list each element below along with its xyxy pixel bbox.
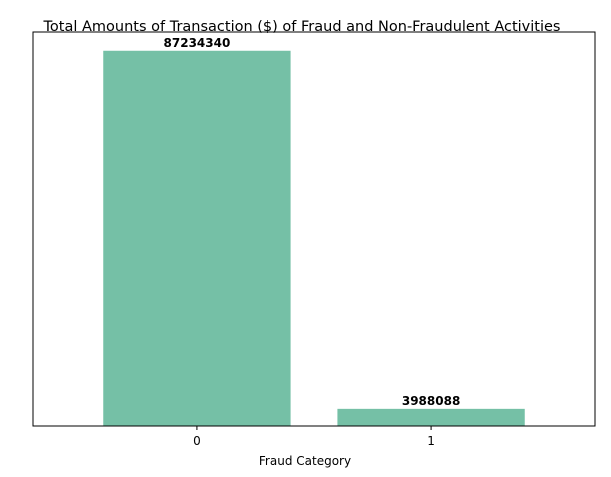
axes-group (32, 31, 596, 427)
x-axis-label: Fraud Category (259, 454, 351, 468)
data-label-1: 3988088 (402, 394, 460, 408)
x-tick-label-1: 1 (427, 434, 435, 448)
bar-0 (103, 50, 291, 427)
plot-frame (32, 31, 596, 427)
chart-title: Total Amounts of Transaction ($) of Frau… (43, 19, 561, 35)
data-labels-group: 87234340 3988088 (164, 36, 461, 408)
bar-1 (337, 408, 525, 426)
x-tick-label-0: 0 (193, 434, 201, 448)
data-label-0: 87234340 (164, 36, 231, 50)
bars-group (103, 50, 525, 427)
